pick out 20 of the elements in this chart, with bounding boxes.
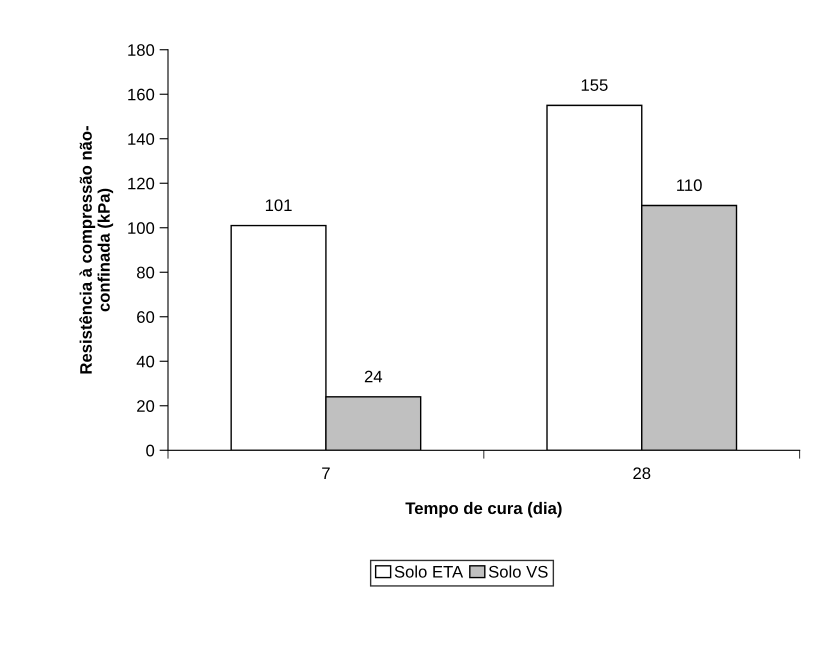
y-tick-label: 100 [128, 222, 154, 234]
data-label: 110 [677, 179, 702, 192]
legend-label: Solo VS [488, 565, 548, 578]
y-tick-label: 140 [128, 133, 154, 145]
y-tick-label: 120 [128, 178, 154, 190]
x-axis-title: Tempo de cura (dia) [405, 502, 562, 518]
y-tick-label: 160 [128, 88, 154, 100]
data-label: 24 [364, 370, 382, 382]
y-tick-label: 180 [128, 44, 154, 56]
y-tick-label: 20 [137, 400, 154, 412]
data-label: 101 [266, 199, 292, 212]
y-tick-label: 80 [136, 266, 154, 278]
y-tick-label: 60 [137, 311, 154, 323]
y-tick-label: 0 [146, 444, 154, 456]
legend-label: Solo ETA [394, 565, 464, 578]
x-tick-label: 7 [322, 468, 330, 480]
data-label: 155 [582, 79, 608, 91]
y-tick-label: 40 [136, 356, 154, 368]
x-tick-label: 28 [633, 467, 650, 480]
y-axis-title: Resistência à compressão não- confinada (kPa) [79, 126, 114, 374]
